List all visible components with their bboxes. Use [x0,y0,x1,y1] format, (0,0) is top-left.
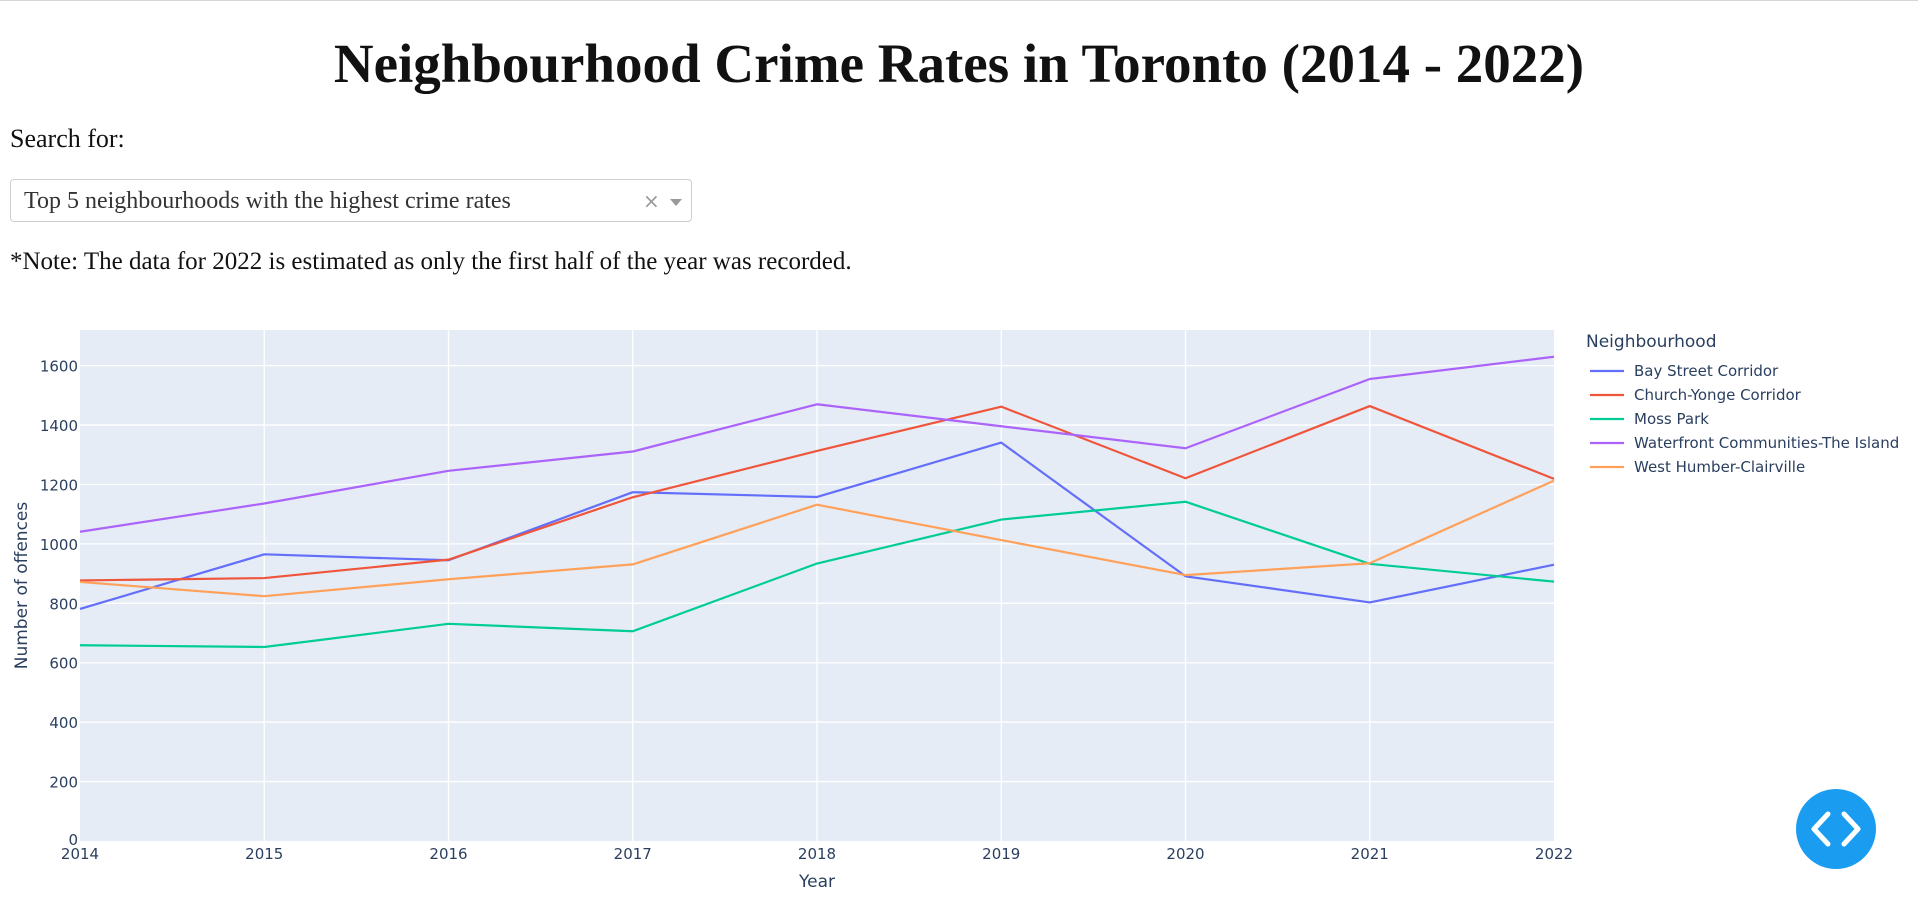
x-tick-label: 2021 [1351,845,1389,863]
x-tick-label: 2017 [614,845,652,863]
x-tick-label: 2016 [429,845,467,863]
y-tick-label: 1200 [40,476,78,494]
x-tick-label: 2022 [1535,845,1573,863]
y-axis-title: Number of offences [12,502,32,670]
code-brackets-icon [1811,811,1861,847]
code-toggle-button[interactable] [1796,789,1876,869]
legend-label-5: West Humber-Clairville [1634,458,1805,476]
x-tick-label: 2015 [245,845,283,863]
chevron-down-icon[interactable] [670,199,682,206]
y-tick-label: 0 [68,831,78,849]
x-tick-label: 2014 [61,845,99,863]
y-tick-label: 1400 [40,417,78,435]
x-tick-label: 2019 [982,845,1020,863]
series-line-2 [79,404,1555,582]
page-title: Neighbourhood Crime Rates in Toronto (20… [333,33,1585,94]
y-tick-label: 800 [49,595,78,613]
series-line-1 [79,441,1555,611]
x-axis-title: Year [798,872,835,892]
y-tick-label: 200 [49,774,78,792]
x-tick-label: 2018 [798,845,836,863]
select-value: Top 5 neighbourhoods with the highest cr… [24,188,511,214]
series-line-5 [79,479,1555,598]
legend-label-3: Moss Park [1634,410,1709,428]
legend-label-1: Bay Street Corridor [1634,362,1779,380]
series-line-3 [79,500,1555,649]
search-label: Search for: [10,124,125,153]
neighbourhood-select[interactable]: Top 5 neighbourhoods with the highest cr… [10,179,692,222]
data-note: *Note: The data for 2022 is estimated as… [10,248,852,275]
y-tick-label: 600 [49,655,78,673]
top-divider [0,0,1918,1]
legend-title: Neighbourhood [1586,332,1717,352]
y-tick-label: 1600 [40,358,78,376]
y-tick-label: 400 [49,714,78,732]
crime-line-chart: 0 200 400 600 800 1000 1200 1400 1600 2014 2015 201… [12,330,1899,892]
y-tick-label: 1000 [40,536,78,554]
legend-label-2: Church-Yonge Corridor [1634,386,1802,404]
legend-label-4: Waterfront Communities-The Island [1634,434,1899,452]
series-line-4 [79,355,1555,533]
clear-icon[interactable]: × [643,189,660,213]
x-tick-label: 2020 [1166,845,1204,863]
